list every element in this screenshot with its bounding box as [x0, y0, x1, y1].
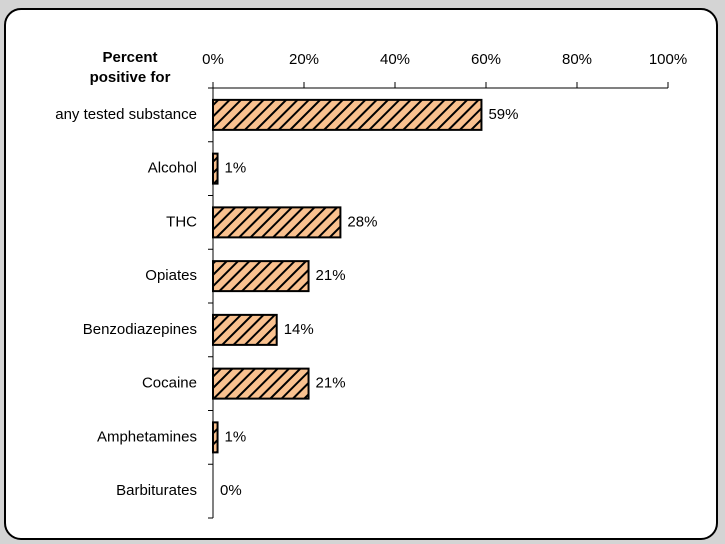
y-tick-label: any tested substance [55, 106, 197, 123]
data-label: 28% [347, 213, 377, 230]
y-tick-label: Alcohol [148, 160, 197, 177]
data-label: 1% [225, 428, 247, 445]
x-tick-label: 80% [562, 51, 592, 68]
x-tick-label: 0% [202, 51, 224, 68]
x-tick-label: 20% [289, 51, 319, 68]
bar [212, 313, 278, 346]
data-label: 21% [316, 375, 346, 392]
axis-title: Percent [102, 49, 157, 66]
bar [212, 367, 310, 400]
y-tick-label: Opiates [145, 267, 197, 284]
bar [212, 98, 483, 131]
x-tick-label: 60% [471, 51, 501, 68]
data-label: 21% [316, 267, 346, 284]
axis-title: positive for [90, 69, 171, 86]
data-label: 1% [225, 160, 247, 177]
data-label: 59% [488, 106, 518, 123]
x-tick-label: 100% [649, 51, 687, 68]
y-tick-label: THC [166, 213, 197, 230]
bar [212, 206, 342, 239]
y-tick-label: Amphetamines [97, 428, 197, 445]
bar [212, 421, 219, 454]
chart-frame [4, 8, 718, 540]
x-tick-label: 40% [380, 51, 410, 68]
y-tick-label: Benzodiazepines [83, 321, 197, 338]
bar [212, 260, 310, 293]
bar [212, 152, 219, 185]
data-label: 14% [284, 321, 314, 338]
y-tick-label: Cocaine [142, 375, 197, 392]
y-tick-label: Barbiturates [116, 482, 197, 499]
data-label: 0% [220, 482, 242, 499]
